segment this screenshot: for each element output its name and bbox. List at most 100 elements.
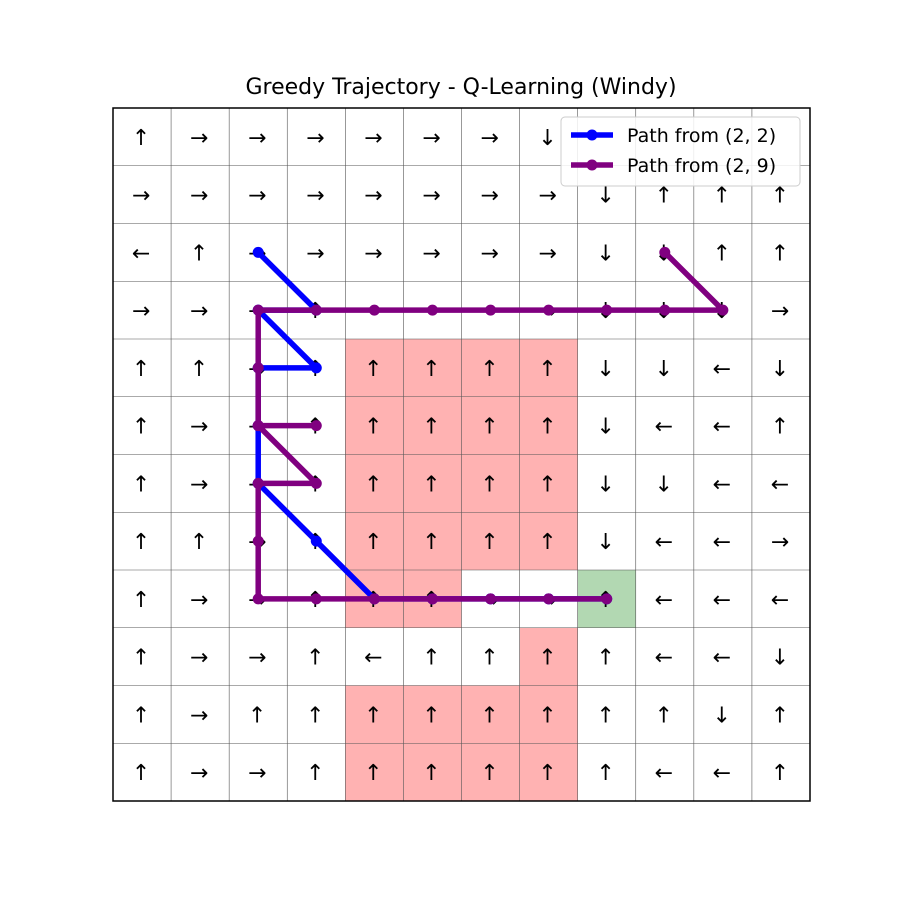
grid-frame <box>112 107 811 802</box>
policy-arrow: → <box>306 241 324 266</box>
policy-arrow: → <box>364 126 382 151</box>
hazard-cell <box>519 743 578 801</box>
trajectory-point <box>426 304 438 316</box>
policy-arrow: ↑ <box>132 761 150 786</box>
policy-arrow: → <box>248 646 266 671</box>
policy-arrow: ↑ <box>771 415 789 440</box>
policy-arrow: ↑ <box>596 761 614 786</box>
policy-arrow: ↑ <box>422 530 440 555</box>
hazard-cell <box>345 512 404 570</box>
policy-arrow: ↑ <box>538 357 556 382</box>
policy-arrow: → <box>190 415 208 440</box>
chart-title: Greedy Trajectory - Q-Learning (Windy) <box>245 75 676 100</box>
policy-arrow: → <box>306 126 324 151</box>
policy-arrow: ← <box>655 588 673 613</box>
policy-arrow: ← <box>655 530 673 555</box>
hazard-cell <box>519 339 578 397</box>
policy-arrow: ↑ <box>771 761 789 786</box>
policy-arrow: ↑ <box>364 530 382 555</box>
policy-arrow: ↑ <box>480 646 498 671</box>
legend-marker <box>586 129 598 141</box>
policy-arrow: ↑ <box>596 646 614 671</box>
trajectory-point <box>659 304 671 316</box>
policy-arrow: → <box>190 703 208 728</box>
policy-arrow: ↑ <box>422 761 440 786</box>
trajectory-point <box>252 304 264 316</box>
trajectory-point <box>310 593 322 605</box>
policy-arrow: → <box>538 241 556 266</box>
hazard-cell <box>519 685 578 744</box>
legend-label: Path from (2, 2) <box>627 125 776 147</box>
policy-arrow: → <box>422 184 440 209</box>
hazard-cell <box>461 454 520 513</box>
policy-arrow: ↓ <box>596 357 614 382</box>
policy-arrow: → <box>190 588 208 613</box>
policy-arrow: ↑ <box>480 415 498 440</box>
policy-arrow: ↑ <box>480 761 498 786</box>
trajectory-point <box>717 304 729 316</box>
policy-arrow: ↑ <box>364 761 382 786</box>
hazard-cell <box>519 627 578 686</box>
legend-box <box>560 116 801 187</box>
trajectory-point <box>252 246 264 258</box>
policy-arrow: ← <box>771 588 789 613</box>
policy-arrow: ↑ <box>713 184 731 209</box>
policy-arrow: ↑ <box>655 184 673 209</box>
policy-arrow: ↑ <box>538 646 556 671</box>
trajectory-point <box>368 593 380 605</box>
trajectory-point <box>252 420 264 432</box>
policy-arrow: ↓ <box>538 126 556 151</box>
policy-arrow: ↑ <box>480 530 498 555</box>
hazard-cell <box>519 512 578 570</box>
policy-arrow: ↑ <box>364 703 382 728</box>
policy-arrow: ← <box>713 530 731 555</box>
policy-arrow: → <box>480 241 498 266</box>
policy-arrow: ↑ <box>190 241 208 266</box>
policy-arrow: ← <box>713 415 731 440</box>
policy-arrow: ↑ <box>132 126 150 151</box>
policy-arrow: ← <box>713 588 731 613</box>
policy-arrow: ↑ <box>190 530 208 555</box>
policy-arrow: → <box>364 241 382 266</box>
trajectory-point <box>659 246 671 258</box>
legend-label: Path from (2, 9) <box>627 155 776 177</box>
policy-arrow: → <box>190 472 208 497</box>
hazard-cell <box>519 454 578 513</box>
policy-arrow: ↑ <box>596 703 614 728</box>
policy-arrow: → <box>422 241 440 266</box>
policy-arrow: ↑ <box>771 184 789 209</box>
grid-lines <box>113 108 810 801</box>
hazard-cell <box>403 339 462 397</box>
trajectory-line-2 <box>255 249 726 602</box>
hazard-cell <box>403 685 462 744</box>
policy-arrow: → <box>771 299 789 324</box>
legend-marker <box>586 159 598 171</box>
hazard-cell <box>461 743 520 801</box>
hazard-cell <box>345 396 404 455</box>
policy-arrow: ← <box>771 472 789 497</box>
policy-arrow: ↑ <box>480 472 498 497</box>
policy-arrow: ↓ <box>655 357 673 382</box>
policy-arrow: ← <box>655 646 673 671</box>
policy-arrow: ↑ <box>190 357 208 382</box>
policy-arrow: → <box>190 184 208 209</box>
trajectory-point <box>252 535 264 547</box>
trajectory-point <box>310 420 322 432</box>
trajectory-point <box>543 304 555 316</box>
policy-arrow: ↑ <box>306 703 324 728</box>
policy-arrow: ↑ <box>771 241 789 266</box>
hazard-cell <box>461 685 520 744</box>
policy-arrow: ← <box>364 646 382 671</box>
hazard-cell <box>461 396 520 455</box>
policy-arrow: ↑ <box>771 703 789 728</box>
policy-arrow: ← <box>713 646 731 671</box>
hazard-cell <box>461 339 520 397</box>
policy-arrow: ↓ <box>596 415 614 440</box>
policy-arrow: ↑ <box>132 646 150 671</box>
policy-arrow: ↑ <box>480 703 498 728</box>
hazard-cell <box>345 454 404 513</box>
policy-arrow: ↑ <box>538 415 556 440</box>
policy-arrow: ↑ <box>422 472 440 497</box>
trajectory-point <box>310 362 322 374</box>
